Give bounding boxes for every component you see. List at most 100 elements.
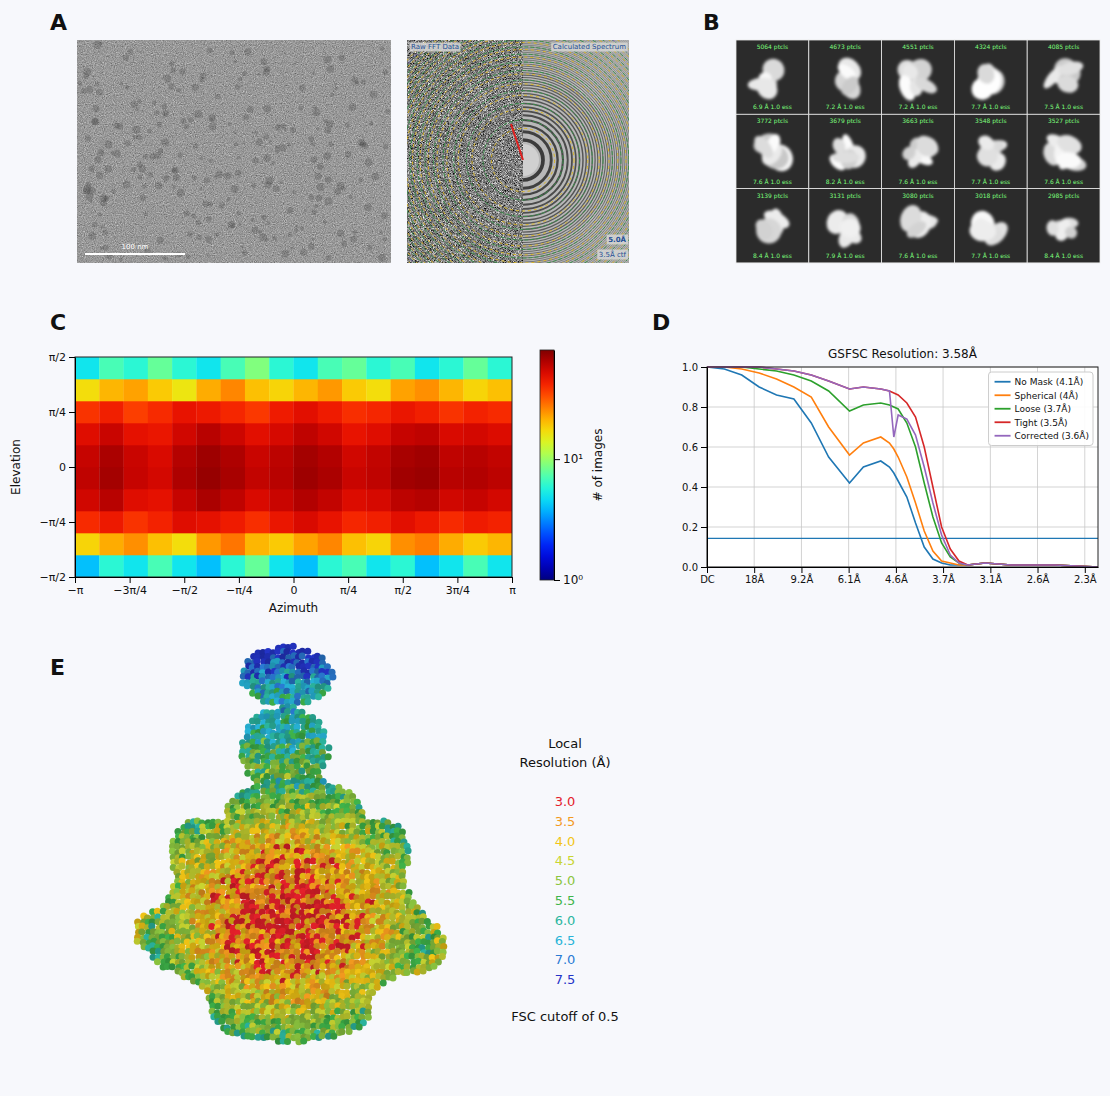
- particle: [291, 246, 294, 249]
- heatmap-cell: [99, 489, 124, 511]
- tick: π/4: [340, 577, 357, 597]
- particle: [337, 230, 344, 237]
- plot-frame: [707, 367, 1098, 567]
- heatmap-cell: [99, 555, 124, 577]
- particle: [230, 50, 235, 55]
- heatmap-cell: [366, 467, 391, 489]
- heatmap-cell: [99, 533, 124, 555]
- particle: [205, 236, 212, 243]
- ctf-fit-ring: [407, 43, 629, 263]
- density-lobe: [751, 133, 777, 161]
- heatmap-cell: [172, 423, 197, 445]
- class-particles: 3527 ptcls: [1048, 117, 1079, 125]
- ctf-zero-ring: [434, 71, 613, 250]
- legend-item: Spherical (4Å): [995, 390, 1079, 401]
- density-voxel: [389, 858, 396, 865]
- particle: [369, 121, 374, 126]
- heatmap-cell: [415, 489, 440, 511]
- class-resolution: 7.5 Å 1.0 ess: [1044, 103, 1083, 110]
- class-resolution: 7.7 Å 1.0 ess: [971, 252, 1010, 259]
- heatmap-cell: [488, 379, 512, 401]
- tick: 1.0: [682, 362, 707, 373]
- particle: [263, 105, 271, 113]
- heatmap-cell: [245, 489, 270, 511]
- heatmap-cell: [245, 533, 270, 555]
- particle: [192, 83, 199, 90]
- density-voxel: [304, 648, 311, 655]
- tick-mark: [403, 577, 404, 583]
- tick-label: 0.4: [682, 482, 698, 493]
- heatmap-cell: [172, 357, 197, 379]
- heatmap-cell: [463, 533, 488, 555]
- particle: [148, 172, 153, 177]
- particle: [176, 88, 181, 93]
- ctf-ring: [523, 40, 629, 263]
- particle: [251, 183, 256, 188]
- chart-title: GSFSC Resolution: 3.58Å: [828, 346, 978, 361]
- particle: [123, 181, 130, 188]
- heatmap-cell: [148, 533, 173, 555]
- tick-mark: [701, 487, 707, 488]
- particle: [154, 110, 159, 115]
- heatmap-cell: [488, 467, 512, 489]
- particle: [323, 152, 331, 160]
- heatmap-cell: [148, 555, 173, 577]
- heatmap-cell: [196, 533, 221, 555]
- density-voxel: [259, 677, 266, 684]
- heatmap-cell: [391, 511, 416, 533]
- heatmap-cell: [439, 489, 464, 511]
- particle: [311, 238, 314, 241]
- class-tile: [882, 189, 955, 263]
- particle: [286, 143, 290, 147]
- particle: [253, 157, 259, 163]
- tick: 0.4: [682, 482, 707, 493]
- particle: [272, 236, 277, 241]
- particle: [89, 199, 92, 202]
- particle: [92, 118, 100, 126]
- class-tile: [809, 189, 882, 263]
- heatmap-cell: [294, 533, 319, 555]
- tick-mark: [701, 367, 707, 368]
- ctf-ring: [523, 40, 629, 263]
- tick: π/4: [49, 406, 75, 419]
- particle: [360, 79, 365, 84]
- heatmap-cell: [245, 423, 270, 445]
- heatmap-cell: [439, 511, 464, 533]
- heatmap-cell: [439, 467, 464, 489]
- heatmap-cell: [172, 379, 197, 401]
- tick-mark: [69, 577, 75, 578]
- particle: [339, 54, 346, 61]
- particle: [257, 73, 260, 76]
- heatmap-cell: [75, 511, 100, 533]
- particle: [89, 166, 95, 172]
- particle: [163, 175, 169, 181]
- particle: [125, 85, 129, 89]
- ctf-label: Raw FFT Data: [411, 43, 459, 51]
- tick-label: 0: [59, 461, 66, 474]
- tick-mark: [69, 467, 75, 468]
- tick: 10⁰: [554, 573, 583, 587]
- class-density: [751, 207, 792, 249]
- fsc-curve: [707, 367, 1098, 567]
- heatmap-cell: [196, 489, 221, 511]
- heatmap-cell: [463, 555, 488, 577]
- class-particles: 3548 ptcls: [975, 117, 1006, 125]
- particle: [169, 61, 174, 66]
- particle: [152, 101, 157, 106]
- particle: [143, 154, 148, 159]
- heatmap-cell: [488, 357, 512, 379]
- particle: [111, 151, 114, 154]
- micrograph: [77, 40, 391, 263]
- particle: [324, 56, 332, 64]
- tick: −π/2: [171, 577, 198, 597]
- threshold-line: [707, 538, 1098, 539]
- heatmap-cell: [488, 401, 512, 423]
- particle: [224, 172, 232, 180]
- particle: [316, 127, 319, 130]
- particle: [298, 105, 303, 110]
- plot-background: [75, 357, 512, 577]
- heatmap-cell: [439, 423, 464, 445]
- particle: [162, 110, 169, 117]
- particle: [294, 228, 298, 232]
- axis-line: [554, 351, 555, 581]
